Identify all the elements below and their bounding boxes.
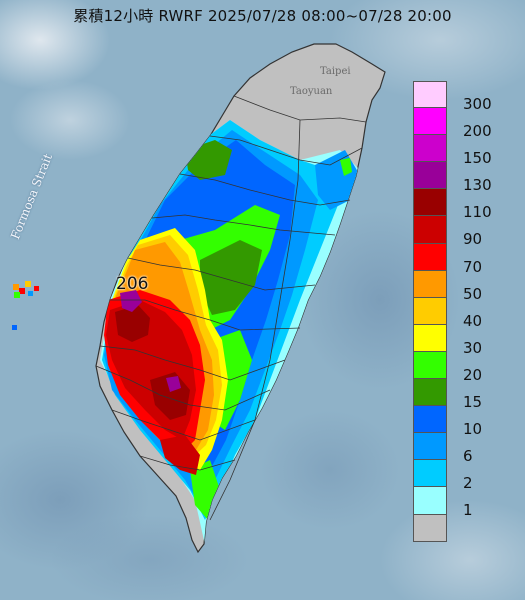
legend-item: 150 [413,135,511,167]
city-label-taipei: Taipei [320,66,351,77]
legend-swatch [413,270,447,298]
legend-item: 1 [413,487,511,519]
legend-swatch [413,514,447,542]
legend-label: 40 [463,311,483,330]
legend-label: 20 [463,365,483,384]
legend-swatch [413,433,447,461]
legend-swatch [413,162,447,190]
legend-item: 110 [413,189,511,221]
legend-swatch [413,189,447,217]
penghu-rain-patch [12,281,39,330]
legend-item [413,514,511,542]
legend-label: 150 [463,149,492,168]
legend-swatch [413,324,447,352]
legend-swatch [413,297,447,325]
legend-label: 50 [463,284,483,303]
legend-label: 1 [463,501,473,520]
legend-swatch [413,216,447,244]
legend-item: 130 [413,162,511,194]
legend-item: 10 [413,406,511,438]
legend-item: 40 [413,297,511,330]
legend-item: 300 [413,81,511,113]
legend-label: 130 [463,176,492,195]
legend-item: 15 [413,379,511,411]
legend-item: 50 [413,270,511,303]
legend-item: 200 [413,108,511,140]
legend-label: 200 [463,122,492,141]
legend-item: 70 [413,243,511,276]
legend-label: 110 [463,203,492,222]
legend-swatch [413,81,447,109]
legend-swatch [413,379,447,407]
legend-swatch [413,487,447,515]
legend-swatch [413,135,447,163]
legend-swatch [413,243,447,271]
legend-label: 70 [463,257,483,276]
legend-item: 90 [413,216,511,248]
legend-swatch [413,460,447,488]
legend-label: 90 [463,230,483,249]
legend-item: 20 [413,351,511,384]
legend-label: 30 [463,338,483,357]
legend-label: 300 [463,95,492,113]
legend-label: 15 [463,393,483,412]
city-label-taoyuan: Taoyuan [290,86,333,97]
legend-label: 6 [463,447,473,466]
max-rainfall-label: 206 [116,274,149,294]
rainfall-legend: 300 200 150 130 110 90 70 50 40 30 20 15 10 6 2 1 [413,81,511,542]
legend-swatch [413,406,447,434]
legend-item: 30 [413,324,511,357]
legend-label: 2 [463,474,473,493]
legend-item: 6 [413,433,511,465]
legend-swatch [413,351,447,380]
rainfall-field [100,120,360,545]
legend-label: 10 [463,420,483,439]
map-title: 累積12小時 RWRF 2025/07/28 08:00~07/28 20:00 [73,7,452,25]
legend-item: 2 [413,460,511,492]
legend-swatch [413,108,447,136]
county-boundaries [95,95,367,521]
